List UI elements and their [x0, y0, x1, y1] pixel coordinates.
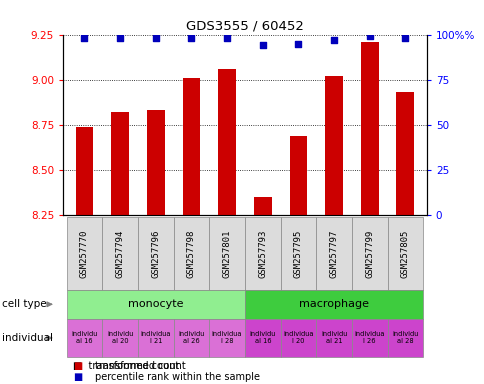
- Bar: [395, 92, 413, 215]
- Bar: [244, 319, 280, 357]
- Point: [151, 35, 159, 41]
- Bar: [324, 76, 342, 215]
- Text: GSM257805: GSM257805: [400, 229, 409, 278]
- Text: GSM257797: GSM257797: [329, 229, 338, 278]
- Bar: [244, 217, 280, 290]
- Bar: [316, 319, 351, 357]
- Bar: [387, 217, 423, 290]
- Bar: [289, 136, 307, 215]
- Text: GSM257801: GSM257801: [222, 229, 231, 278]
- Title: GDS3555 / 60452: GDS3555 / 60452: [185, 19, 303, 32]
- Text: GSM257795: GSM257795: [293, 229, 302, 278]
- Text: ■: ■: [73, 361, 82, 371]
- Text: macrophage: macrophage: [299, 299, 368, 310]
- Text: GSM257799: GSM257799: [364, 229, 374, 278]
- Bar: [102, 319, 137, 357]
- Bar: [351, 319, 387, 357]
- Bar: [76, 127, 93, 215]
- Bar: [316, 217, 351, 290]
- Bar: [253, 197, 271, 215]
- Bar: [351, 217, 387, 290]
- Bar: [111, 112, 129, 215]
- Point: [116, 35, 124, 41]
- Point: [223, 35, 230, 41]
- Bar: [209, 319, 244, 357]
- Text: individua
l 28: individua l 28: [212, 331, 242, 344]
- Bar: [218, 69, 236, 215]
- Text: individu
al 16: individu al 16: [249, 331, 275, 344]
- Bar: [173, 217, 209, 290]
- Bar: [182, 78, 200, 215]
- Bar: [102, 217, 137, 290]
- Text: individua
l 26: individua l 26: [354, 331, 384, 344]
- Point: [80, 35, 88, 41]
- Text: ■  transformed count: ■ transformed count: [73, 361, 179, 371]
- Bar: [244, 290, 423, 319]
- Bar: [66, 290, 244, 319]
- Text: monocyte: monocyte: [128, 299, 183, 310]
- Bar: [280, 217, 316, 290]
- Point: [187, 35, 195, 41]
- Text: individu
al 16: individu al 16: [71, 331, 97, 344]
- Bar: [280, 319, 316, 357]
- Text: cell type: cell type: [2, 299, 47, 310]
- Text: GSM257770: GSM257770: [80, 229, 89, 278]
- Text: percentile rank within the sample: percentile rank within the sample: [94, 372, 259, 382]
- Text: GSM257794: GSM257794: [115, 229, 124, 278]
- Bar: [147, 110, 165, 215]
- Text: transformed count: transformed count: [94, 361, 185, 371]
- Bar: [137, 319, 173, 357]
- Text: individu
al 21: individu al 21: [320, 331, 347, 344]
- Text: individual: individual: [2, 333, 53, 343]
- Bar: [66, 217, 102, 290]
- Bar: [173, 319, 209, 357]
- Bar: [209, 217, 244, 290]
- Text: individua
l 21: individua l 21: [140, 331, 171, 344]
- Text: GSM257793: GSM257793: [257, 229, 267, 278]
- Point: [401, 35, 408, 41]
- Text: individua
l 20: individua l 20: [283, 331, 313, 344]
- Bar: [137, 217, 173, 290]
- Bar: [387, 319, 423, 357]
- Text: GSM257796: GSM257796: [151, 229, 160, 278]
- Text: GSM257798: GSM257798: [186, 229, 196, 278]
- Text: individu
al 28: individu al 28: [392, 331, 418, 344]
- Point: [258, 42, 266, 48]
- Bar: [360, 42, 378, 215]
- Text: ■: ■: [73, 372, 82, 382]
- Point: [330, 37, 337, 43]
- Bar: [66, 319, 102, 357]
- Text: individu
al 20: individu al 20: [106, 331, 133, 344]
- Text: individu
al 26: individu al 26: [178, 331, 204, 344]
- Point: [294, 41, 302, 47]
- Point: [365, 33, 373, 40]
